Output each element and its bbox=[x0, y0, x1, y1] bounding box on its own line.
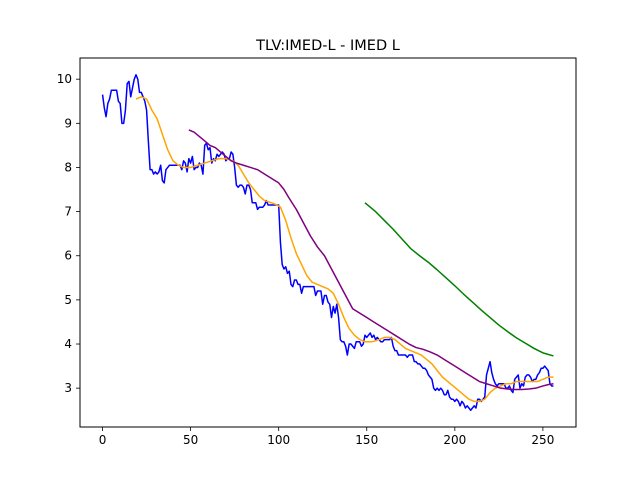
series-layer bbox=[101, 74, 554, 411]
x-tick-label: 100 bbox=[267, 433, 290, 447]
series-line-2 bbox=[188, 129, 554, 391]
y-tick-label: 8 bbox=[64, 160, 72, 174]
series-line-3 bbox=[364, 202, 554, 357]
y-tick-label: 9 bbox=[64, 116, 72, 130]
y-axis: 3 4 5 6 7 8 9 10 bbox=[57, 72, 80, 395]
x-tick-label: 250 bbox=[531, 433, 554, 447]
series-line-1 bbox=[135, 96, 554, 403]
y-tick-label: 6 bbox=[64, 249, 72, 263]
y-tick-label: 3 bbox=[64, 381, 72, 395]
chart-title: TLV:IMED-L - IMED L bbox=[255, 38, 400, 54]
y-tick-label: 7 bbox=[64, 205, 72, 219]
x-tick-label: 150 bbox=[355, 433, 378, 447]
x-axis: 0 50 100 150 200 250 bbox=[99, 427, 554, 447]
y-tick-label: 5 bbox=[64, 293, 72, 307]
y-tick-label: 4 bbox=[64, 337, 72, 351]
plot-frame bbox=[79, 57, 577, 428]
x-tick-label: 0 bbox=[99, 433, 107, 447]
x-tick-label: 50 bbox=[183, 433, 198, 447]
y-tick-label: 10 bbox=[57, 72, 72, 86]
x-tick-label: 200 bbox=[443, 433, 466, 447]
plot-area bbox=[80, 58, 576, 427]
